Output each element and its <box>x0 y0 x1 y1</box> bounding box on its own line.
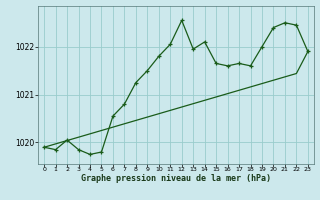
X-axis label: Graphe pression niveau de la mer (hPa): Graphe pression niveau de la mer (hPa) <box>81 174 271 183</box>
